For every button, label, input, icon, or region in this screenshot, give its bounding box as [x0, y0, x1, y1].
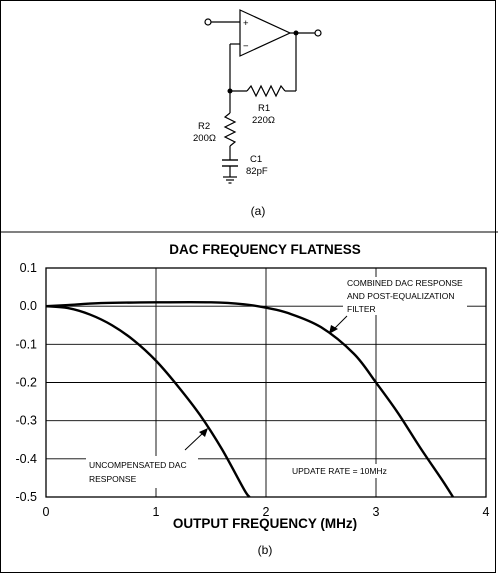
chart-title: DAC FREQUENCY FLATNESS [169, 242, 361, 257]
r2-name-label: R2 [198, 121, 210, 132]
resistor-r2 [223, 112, 237, 147]
arrow-combined-icon [329, 315, 348, 334]
y-tick-label: 0.0 [20, 299, 37, 313]
annotation-uncompensated-line1: UNCOMPENSATED DAC [89, 460, 187, 470]
data-series [45, 300, 455, 498]
input-terminal [204, 18, 212, 26]
circuit-diagram: + − R1 220Ω R2 200Ω C1 82pF [193, 9, 322, 218]
uncompensated-label-background [86, 456, 198, 488]
x-axis-label: OUTPUT FREQUENCY (MHz) [173, 516, 357, 531]
x-tick-label: 3 [373, 505, 380, 519]
c1-value-label: 82pF [246, 166, 268, 177]
r1-name-label: R1 [258, 103, 270, 114]
combined-label-background [343, 277, 467, 315]
series-uncompensated-line [45, 304, 251, 498]
op-amp-plus-sign: + [243, 18, 249, 29]
c1-name-label: C1 [250, 154, 262, 165]
chart-caption: (b) [258, 543, 273, 557]
update-rate-background [288, 464, 404, 478]
ground-icon [223, 176, 237, 184]
annotation-update-rate: UPDATE RATE = 10MHz [292, 466, 387, 476]
x-tick-label: 4 [483, 505, 490, 519]
annotation-combined-line2: AND POST-EQUALIZATION [347, 291, 455, 301]
op-amp-minus-sign: − [243, 41, 249, 52]
y-tick-label: -0.4 [15, 452, 37, 466]
grid-lines [46, 268, 486, 497]
annotation-uncompensated-line2: RESPONSE [89, 474, 137, 484]
chart: DAC FREQUENCY FLATNESS 0.1 0.0 -0.1 -0.2 -0.… [15, 242, 489, 531]
y-tick-label: -0.2 [15, 376, 37, 390]
r2-value-label: 200Ω [193, 133, 216, 144]
y-tick-label: -0.3 [15, 414, 37, 428]
op-amp-symbol [239, 9, 292, 57]
y-tick-label: -0.5 [15, 490, 37, 504]
annotation-combined-line3: FILTER [347, 304, 376, 314]
annotation-combined-line1: COMBINED DAC RESPONSE [347, 278, 463, 288]
arrow-uncompensated-icon [184, 428, 208, 451]
x-tick-label: 1 [153, 505, 160, 519]
circuit-caption: (a) [251, 204, 266, 218]
y-tick-label: -0.1 [15, 337, 37, 351]
x-tick-label: 2 [263, 505, 270, 519]
x-tick-label: 0 [43, 505, 50, 519]
y-tick-label: 0.1 [20, 261, 37, 275]
y-tick-labels: 0.1 0.0 -0.1 -0.2 -0.3 -0.4 -0.5 [15, 261, 37, 504]
r1-value-label: 220Ω [252, 115, 275, 126]
x-tick-labels: 0 1 2 3 4 [43, 505, 490, 519]
series-combined-line [45, 300, 455, 498]
output-terminal [314, 29, 322, 37]
resistor-r1 [246, 84, 286, 98]
